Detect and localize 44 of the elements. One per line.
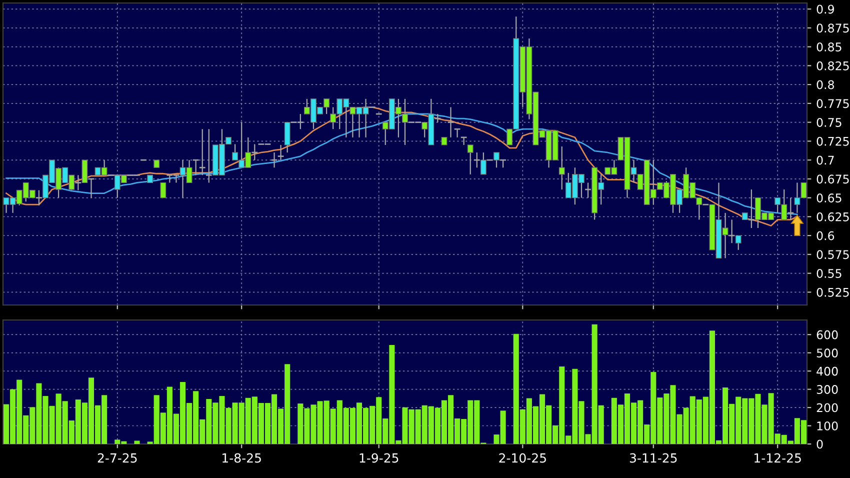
candlestick	[88, 178, 95, 198]
y-tick-label: 0.825	[816, 61, 849, 70]
y-tick-label: 0.675	[816, 174, 849, 184]
y-tick-label: 100	[817, 421, 838, 430]
y-tick-label: 0.625	[816, 212, 849, 222]
x-tick-label: 1-8-25	[222, 453, 261, 463]
y-tick-label: 0.725	[816, 136, 849, 146]
candlestick	[74, 174, 82, 191]
candlestick	[558, 146, 565, 190]
y-tick-label: 600	[816, 330, 838, 340]
y-tick-label: 500	[816, 348, 838, 358]
candlestick	[160, 182, 166, 198]
y-tick-label: 0.775	[816, 99, 849, 108]
y-tick-label: 0.575	[816, 250, 849, 260]
x-tick-label: 1-9-25	[360, 453, 398, 463]
y-tick-label: 400	[816, 366, 838, 376]
y-tick-label: 0.6	[816, 231, 834, 240]
x-tick-label: 3-11-25	[630, 453, 677, 463]
y-tick-label: 0.55	[816, 269, 842, 278]
y-tick-label: 300	[816, 385, 838, 394]
candlestick	[748, 188, 756, 229]
y-tick-label: 0.7	[816, 156, 834, 165]
candlestick	[277, 144, 284, 161]
y-tick-label: 0.8	[816, 80, 834, 90]
candlestick	[787, 197, 794, 220]
bar	[134, 440, 140, 444]
candlestick	[205, 128, 213, 184]
candlestick	[198, 128, 206, 176]
y-tick-label: 0.9	[816, 4, 834, 14]
y-tick-label: 0	[816, 440, 823, 449]
y-tick-label: 0.525	[816, 288, 849, 297]
x-tick-label: 2-10-25	[499, 453, 546, 463]
candlestick	[82, 160, 88, 184]
y-tick-label: 0.85	[816, 42, 842, 52]
x-tick-label: 1-12-25	[754, 453, 801, 463]
candlestick	[447, 106, 454, 138]
y-tick-label: 0.875	[816, 24, 849, 33]
candlestick	[35, 190, 43, 206]
y-tick-label: 200	[816, 403, 838, 412]
candlestick	[467, 144, 474, 175]
x-tick-label: 2-7-25	[98, 453, 137, 463]
candlestick	[454, 128, 461, 138]
y-tick-label: 0.75	[816, 118, 842, 127]
y-tick-label: 0.65	[816, 194, 842, 202]
